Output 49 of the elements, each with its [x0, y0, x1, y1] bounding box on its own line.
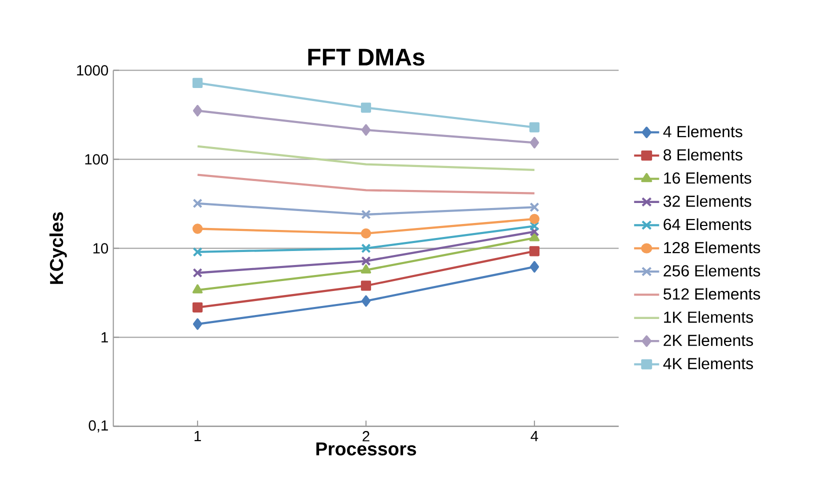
point	[360, 264, 372, 274]
point	[192, 302, 203, 312]
point	[529, 246, 540, 256]
point	[360, 228, 372, 239]
legend-label: 1K Elements	[664, 311, 753, 323]
legend-label: 8 Elements	[664, 148, 742, 161]
legend-label: 16 Elements	[664, 172, 752, 184]
point	[192, 247, 202, 257]
y-tick-label: 10	[93, 243, 108, 254]
legend-label: 32 Elements	[663, 195, 752, 207]
point	[530, 202, 540, 212]
legend-label: 256 Elements	[664, 264, 760, 276]
y-tick-label: 1	[102, 332, 108, 342]
point	[192, 268, 202, 278]
point	[530, 221, 540, 231]
point	[192, 318, 202, 330]
point	[192, 224, 203, 234]
point	[192, 198, 202, 208]
point	[530, 226, 540, 236]
x-tick-label: 4	[530, 431, 538, 442]
x-tick-label: 2	[362, 431, 370, 442]
legend-label: 4K Elements	[663, 358, 753, 370]
point	[529, 232, 540, 242]
point	[529, 122, 540, 132]
legend-label: 512 Elements	[664, 288, 760, 300]
y-tick-label: 0,1	[88, 420, 108, 432]
point	[361, 210, 371, 220]
x-axis-title: Processors	[316, 442, 416, 456]
point	[192, 104, 202, 116]
point	[361, 256, 371, 266]
legend-label: 2K Elements	[664, 334, 753, 346]
point	[529, 214, 540, 224]
x-tick-label: 1	[194, 431, 201, 442]
chart-title: FFT DMAs	[308, 48, 424, 66]
y-axis-title: KCycles	[49, 212, 67, 284]
point	[361, 295, 371, 307]
point	[361, 124, 371, 136]
y-tick-label: 100	[85, 154, 108, 165]
legend-label: 128 Elements	[664, 242, 760, 254]
point	[192, 78, 203, 88]
legend-label: 4 Elements	[663, 126, 742, 138]
y-tick-label: 1000	[77, 65, 108, 76]
point	[192, 284, 203, 294]
point	[530, 261, 540, 273]
point	[361, 243, 371, 254]
legend-label: 64 Elements	[664, 218, 752, 230]
point	[530, 136, 540, 148]
point	[360, 280, 372, 291]
point	[360, 102, 372, 113]
